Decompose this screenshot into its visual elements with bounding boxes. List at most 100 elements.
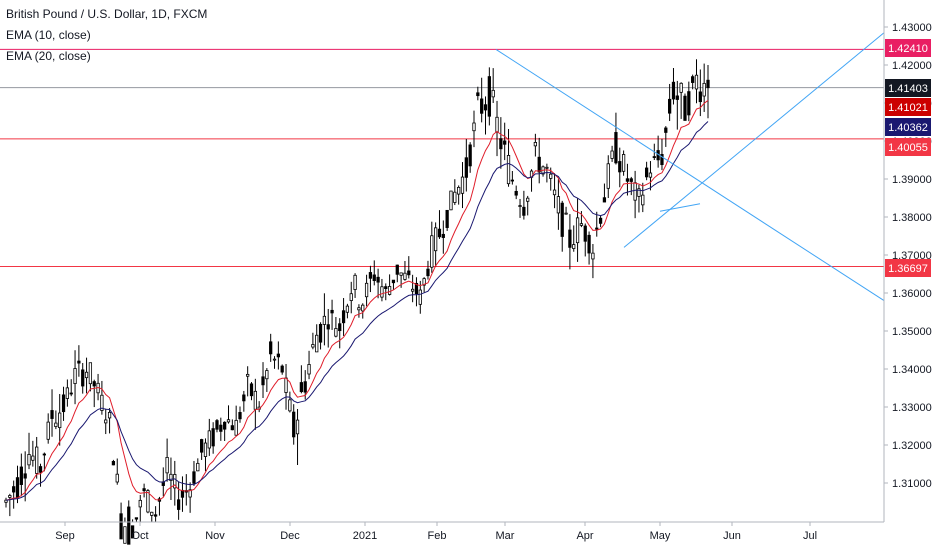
candle-body — [165, 457, 169, 474]
candle-body — [246, 373, 250, 377]
candle-body — [449, 190, 453, 211]
candle-body — [410, 288, 415, 292]
candle-body — [629, 178, 633, 182]
candle-body — [572, 244, 576, 249]
candle-body — [299, 382, 304, 393]
price-label: 1.40362 — [885, 118, 931, 136]
candle-body — [671, 81, 676, 100]
candle-body — [644, 167, 649, 178]
candle-body — [31, 455, 35, 461]
candle-body — [230, 425, 234, 431]
chart-legend: British Pound / U.S. Dollar, 1D, FXCM EM… — [6, 4, 207, 67]
candle-body — [499, 138, 503, 150]
candle-body — [107, 411, 112, 419]
candle-body — [65, 387, 70, 399]
time-axis[interactable]: Sep Oct Nov Dec 2021 Feb Mar Apr May Jun Jul — [0, 521, 884, 542]
candle-body — [77, 360, 81, 364]
price-labels: 1.42410 1.41403 1.41021 1.40362 1.40055 1.366… — [885, 39, 931, 277]
candle-body — [537, 156, 541, 173]
candle-body — [376, 276, 380, 283]
price-tick-label: 1.42000 — [892, 60, 932, 72]
candle-body — [8, 495, 12, 498]
candle-body — [203, 442, 208, 457]
time-tick-label: Jun — [723, 530, 741, 542]
candle-body — [127, 506, 131, 545]
candle-body — [679, 82, 683, 93]
candle-body — [407, 270, 411, 276]
candle-body — [315, 334, 319, 353]
candle-body — [610, 150, 614, 159]
candle-body — [92, 381, 96, 387]
price-label-bg — [885, 98, 931, 116]
candle-body — [265, 370, 269, 380]
time-tick-label: Dec — [280, 530, 300, 542]
candle-body — [602, 197, 607, 203]
candle-body — [58, 412, 62, 428]
candle-body — [675, 95, 679, 100]
candle-body — [54, 422, 58, 427]
candle-body — [403, 272, 407, 280]
candle-body — [146, 490, 150, 513]
candle-body — [284, 377, 288, 393]
candle-body — [330, 309, 334, 314]
candle-body — [169, 473, 173, 481]
candle-body — [81, 369, 85, 387]
time-tick-label: Oct — [131, 530, 148, 542]
candle-body — [664, 127, 668, 133]
candle-body — [706, 79, 710, 89]
candle-body — [353, 274, 357, 290]
candle-body — [261, 376, 265, 386]
candle-body — [683, 95, 687, 121]
candle-body — [522, 206, 526, 216]
price-label-text: 1.40055 — [888, 142, 928, 154]
candle-body — [357, 307, 361, 311]
ema-20-line — [5, 121, 709, 501]
candle-body — [468, 144, 472, 167]
price-label: 1.42410 — [885, 39, 931, 57]
candle-body — [69, 392, 73, 395]
candle-body — [27, 454, 31, 466]
candle-body — [192, 471, 196, 484]
candle-body — [188, 489, 192, 498]
candle-body — [238, 412, 242, 420]
candle-body — [384, 286, 388, 289]
candle-body — [621, 154, 626, 172]
candle-body — [457, 186, 461, 195]
candle-body — [606, 163, 610, 189]
trendlines — [495, 32, 885, 302]
candle-body — [61, 394, 66, 413]
candle-body — [660, 154, 664, 166]
candle-body — [652, 156, 656, 158]
candle-body — [625, 178, 630, 182]
price-label: 1.41021 — [885, 98, 931, 116]
candle-body — [207, 430, 211, 449]
candle-body — [292, 411, 296, 438]
candle-body — [453, 191, 457, 203]
candle-body — [368, 272, 373, 279]
trendline — [495, 49, 885, 302]
candle-body — [223, 421, 227, 430]
time-tick-label: Nov — [205, 530, 225, 542]
candle-body — [480, 98, 484, 114]
candle-body — [668, 98, 672, 114]
candle-body — [518, 205, 522, 207]
price-tick-label: 1.38000 — [892, 212, 932, 224]
price-label-bg — [885, 259, 931, 277]
price-label-bg — [885, 118, 931, 136]
candle-body — [303, 381, 307, 393]
candle-body — [35, 446, 39, 474]
price-label: 1.40055 — [885, 138, 931, 156]
candle-body — [552, 189, 557, 196]
candle-body — [318, 323, 323, 343]
candle-body — [234, 419, 238, 436]
candle-body — [503, 140, 507, 145]
candle-body — [556, 196, 561, 214]
candle-body — [614, 132, 618, 164]
candle-body — [387, 286, 392, 295]
price-tick-label: 1.34000 — [892, 364, 932, 376]
time-tick-label: May — [650, 530, 671, 542]
candle-body — [349, 293, 353, 301]
candle-body — [579, 223, 584, 226]
candle-body — [138, 499, 142, 508]
